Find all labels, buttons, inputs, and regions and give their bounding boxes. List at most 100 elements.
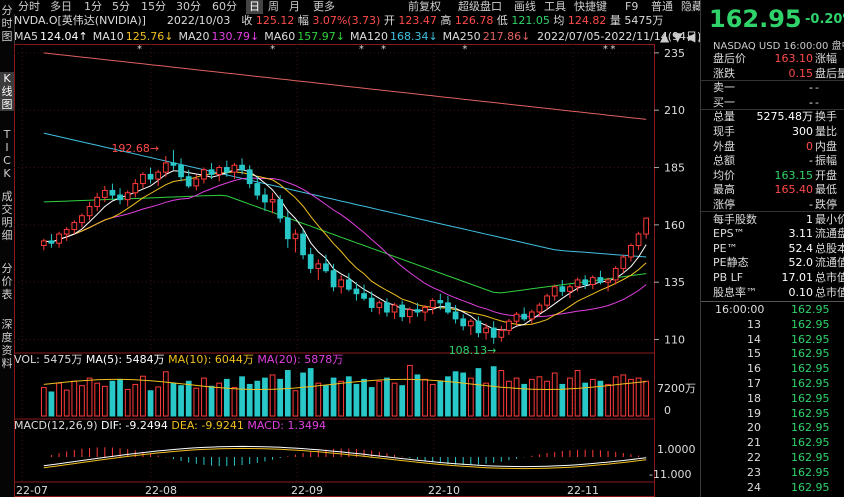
kline-chart[interactable]: 235 210 185 160 135 110 22-07 22-08 22-09 22-10 22…: [14, 44, 698, 497]
candle-body: [284, 217, 291, 240]
volume-bar: [506, 380, 512, 417]
left-tab-0[interactable]: 分时图: [0, 4, 14, 43]
macd-tick-label: 1.0000: [657, 443, 696, 456]
tool-button-6[interactable]: 普通: [651, 0, 673, 13]
volume-ma10: MA(10): 6044万: [168, 353, 254, 366]
macd-dif-line: [43, 445, 647, 468]
volume-bar: [216, 382, 223, 417]
left-tab-5[interactable]: 深度资料: [0, 318, 14, 370]
period-tab-0[interactable]: 分时: [18, 0, 40, 13]
tool-button-1[interactable]: 超级盘口: [458, 0, 502, 13]
chart-nav-arrows[interactable]: ▲ ▼ ◀ ▶: [660, 30, 709, 44]
volume-bar: [376, 380, 383, 417]
volume-bar: [269, 374, 276, 417]
period-tab-3[interactable]: 5分: [112, 0, 130, 13]
volume-bar: [56, 382, 62, 417]
volume-bar: [262, 377, 268, 417]
candle-body: [597, 277, 604, 283]
tick-price: 162.95: [791, 421, 830, 435]
candle-body: [406, 309, 413, 318]
candle-body: [140, 173, 146, 185]
candle-body: [246, 169, 253, 185]
ma120-line: [43, 132, 647, 258]
volume-bar: [94, 382, 101, 417]
y-tick-label: 110: [664, 334, 685, 347]
tick-time: 21: [747, 436, 761, 450]
candle-body: [551, 286, 558, 297]
candle-body: [605, 279, 611, 283]
candle-body: [79, 215, 85, 224]
tick-time: 23: [747, 465, 761, 479]
volume-bar: [323, 385, 329, 417]
quote-row-label: 涨跌: [713, 66, 735, 80]
symbol-name[interactable]: NVDA.O[英伟达(NVIDIA)]: [14, 14, 146, 27]
event-marker: *: [603, 44, 608, 55]
quote-row-label-2: 流通值: [815, 256, 844, 270]
ma-label: MA5: [14, 30, 39, 43]
period-tab-8[interactable]: 周: [268, 0, 279, 13]
tick-row: 14 162.95: [701, 333, 844, 347]
period-tab-6[interactable]: 60分: [212, 0, 237, 13]
period-tab-2[interactable]: 1分: [84, 0, 102, 13]
candle-body: [193, 178, 200, 187]
volume-bar: [528, 378, 535, 417]
period-tab-1[interactable]: 多日: [50, 0, 72, 13]
event-marker: *: [137, 44, 142, 55]
quote-row-label-2: 总市值: [815, 285, 844, 299]
ma-legend: MA5 124.04↑ MA10 125.76↓ MA20 130.79↓ MA60 157.…: [14, 30, 535, 44]
candle-body: [460, 318, 467, 327]
date-range-text: 2022/07/05-2022/11/14(94日): [537, 30, 702, 43]
volume-bar: [544, 380, 550, 417]
quote-row-value: 5275.48万: [756, 110, 814, 124]
left-tab-3[interactable]: 成交明细: [0, 190, 14, 242]
tick-price: 162.95: [791, 465, 830, 479]
tool-button-5[interactable]: F9: [625, 0, 639, 13]
quote-row-label: 卖一: [713, 81, 735, 95]
x-tick-label: 22-11: [567, 484, 599, 497]
quote-row-label-2: -: [815, 95, 819, 109]
tick-time: 17: [747, 377, 761, 390]
tool-button-0[interactable]: 前复权: [408, 0, 441, 13]
period-tab-9[interactable]: 月: [289, 0, 300, 13]
tool-button-4[interactable]: 快捷键: [574, 0, 607, 13]
quote-row: 盘后价 163.10 涨幅: [701, 52, 844, 65]
left-tab-char: 分: [1, 4, 13, 17]
tool-button-2[interactable]: 画线: [514, 0, 536, 13]
event-marker: *: [462, 44, 467, 55]
volume-bar: [384, 377, 390, 417]
volume-bar: [536, 376, 543, 417]
volume-bar: [460, 372, 467, 417]
volume-bar: [117, 378, 123, 417]
period-tab-4[interactable]: 15分: [141, 0, 166, 13]
period-tab-7[interactable]: 日: [246, 0, 263, 14]
period-tab-10[interactable]: 更多: [313, 0, 335, 13]
candle-body: [231, 164, 238, 173]
candle-body: [40, 240, 47, 247]
tool-button-3[interactable]: 工具: [544, 0, 566, 13]
left-tab-char: 分: [1, 262, 13, 275]
ma-value: 125.76↓: [125, 30, 174, 43]
ma-label: MA120: [349, 30, 388, 43]
volume-bar: [63, 389, 70, 417]
event-marker: *: [381, 44, 386, 55]
macd-legend: MACD(12,26,9) DIF: -9.2494 DEA: -9.9241 …: [14, 419, 326, 433]
period-tab-5[interactable]: 30分: [176, 0, 201, 13]
left-tab-4[interactable]: 分价表: [0, 262, 14, 301]
volume-bar: [445, 376, 451, 417]
tick-time: 22: [747, 451, 761, 464]
quote-row-label: 买一: [713, 95, 735, 109]
candle-body: [589, 277, 596, 285]
x-tick-label: 22-08: [145, 484, 177, 497]
tool-button-7[interactable]: 隐藏: [681, 0, 703, 13]
volume-bar: [582, 382, 589, 417]
candle-body: [498, 329, 505, 338]
volume-bar: [330, 377, 337, 417]
macd-tick-label: -11.000: [649, 468, 691, 481]
tick-time: 16:00:00: [715, 303, 765, 316]
tick-price: 162.95: [791, 377, 830, 390]
tick-time: 19: [747, 406, 761, 420]
quote-row-value: 165.40: [774, 183, 814, 197]
